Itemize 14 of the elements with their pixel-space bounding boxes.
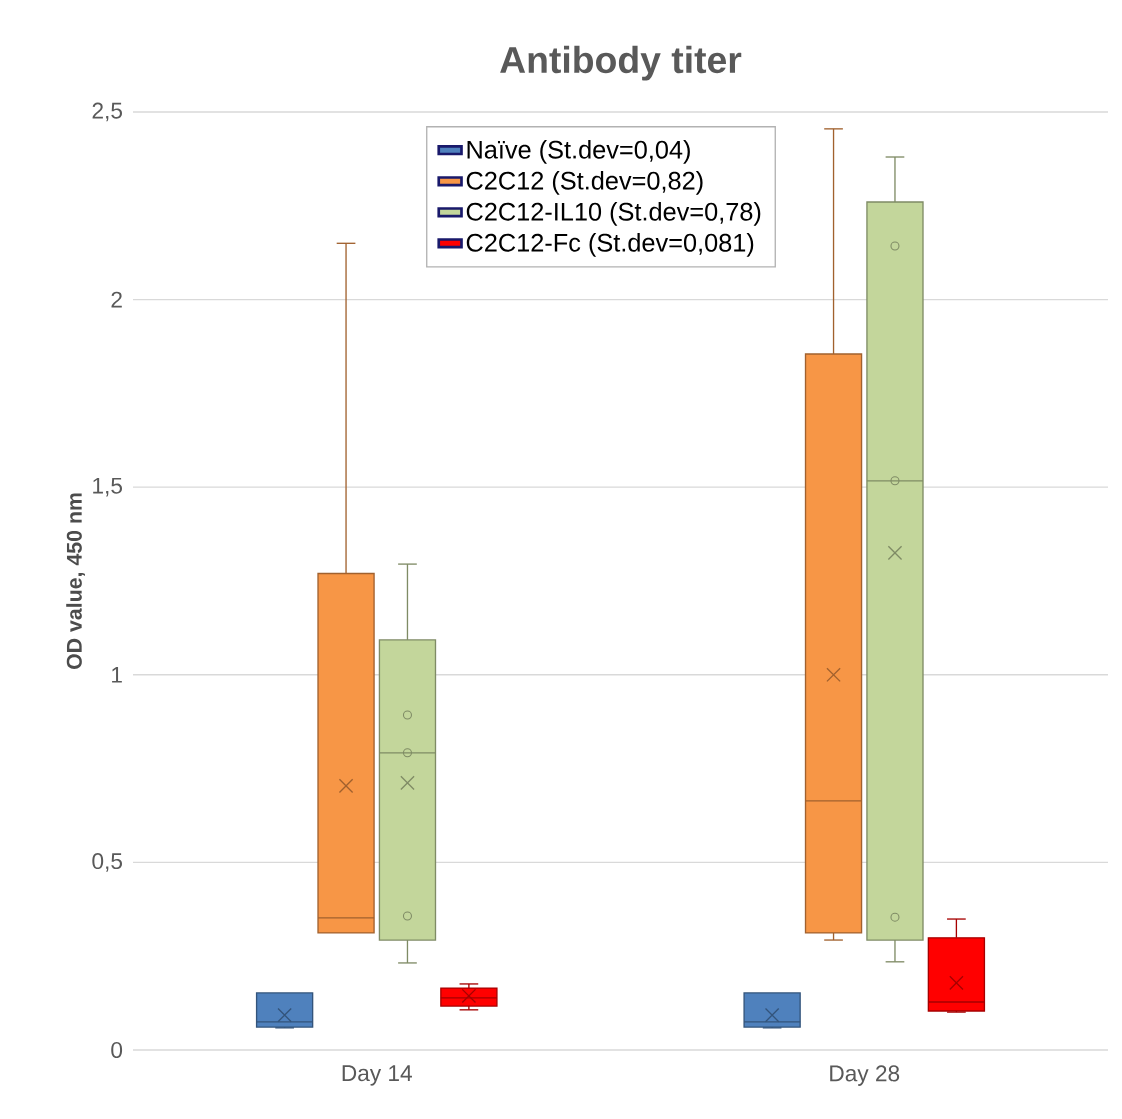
legend-label: C2C12-Fc (St.dev=0,081): [466, 233, 754, 257]
y-tick-label: 2: [111, 291, 122, 308]
y-axis-title: OD value, 450 nm: [66, 493, 85, 670]
y-tick-label: 0: [111, 1041, 123, 1059]
y-tick-label: 1: [112, 666, 122, 683]
y-tick-label: 2,5: [92, 102, 122, 122]
y-tick-label: 0,5: [92, 853, 122, 872]
legend-label: C2C12 (St.dev=0,82): [466, 171, 703, 195]
x-tick-label: Day 14: [342, 1065, 412, 1086]
chart-title: Antibody titer: [500, 45, 742, 81]
x-tick-label: Day 28: [830, 1065, 900, 1086]
y-tick-label: 1,5: [93, 477, 122, 497]
legend-label: Naïve (St.dev=0,04): [467, 140, 690, 164]
legend-label: C2C12-IL10 (St.dev=0,78): [466, 202, 761, 226]
